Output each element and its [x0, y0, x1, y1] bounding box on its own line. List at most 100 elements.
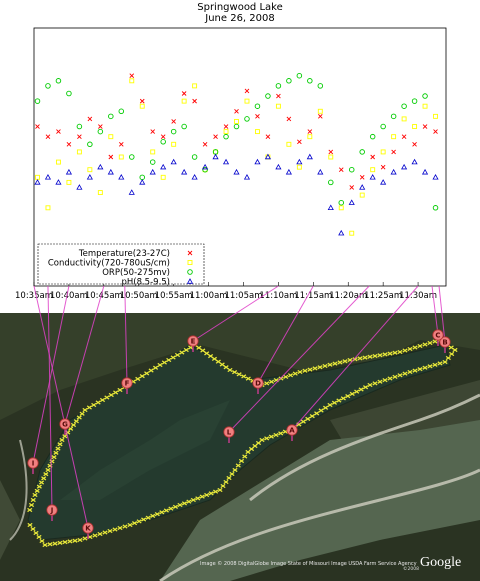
data-point [139, 179, 146, 185]
path-west [9, 439, 28, 541]
map-pin[interactable]: A [286, 424, 298, 441]
track-point [432, 339, 438, 344]
track-point [392, 374, 398, 380]
track-point [199, 494, 205, 499]
data-point [181, 123, 187, 130]
track-point [67, 539, 73, 544]
connector-lines [32, 285, 446, 529]
track-point [34, 488, 40, 493]
data-point [296, 72, 303, 79]
x-tick-label: 10:50am [120, 291, 158, 301]
track-point [215, 359, 221, 364]
data-point [160, 139, 166, 145]
track-point [248, 446, 255, 452]
data-point [370, 167, 376, 173]
data-point [327, 204, 334, 210]
track-point [372, 353, 378, 359]
google-logo: Google [420, 555, 461, 570]
track-point [392, 350, 398, 355]
track-point [190, 497, 196, 503]
data-point [297, 139, 302, 145]
track-point [337, 360, 343, 365]
data-point [192, 83, 198, 89]
data-point [391, 149, 396, 155]
legend-label: ORP(50-275mv) [102, 268, 170, 278]
track-point [417, 367, 423, 372]
x-tick-label: 10:45am [85, 291, 123, 301]
map-pin[interactable]: J [46, 504, 58, 521]
track-point [177, 502, 183, 508]
data-point [44, 173, 52, 180]
track-point [117, 387, 123, 393]
data-point [222, 158, 230, 165]
track-point [112, 527, 118, 532]
data-point [170, 128, 177, 135]
pin-head [82, 522, 94, 534]
track-point [232, 467, 238, 473]
data-point [65, 168, 72, 175]
data-point [411, 98, 418, 104]
data-point [149, 159, 156, 165]
data-point [129, 78, 135, 84]
map-pin[interactable]: D [252, 377, 264, 394]
track-point [43, 472, 49, 477]
data-point [244, 116, 250, 122]
connector-line [192, 285, 279, 342]
track-point [220, 483, 226, 489]
pin-head [46, 504, 58, 516]
track-point [367, 382, 373, 388]
data-point [286, 78, 292, 84]
x-tick-label: 11:05am [224, 291, 262, 301]
data-point [359, 184, 366, 190]
track-point [36, 534, 42, 540]
track-point [268, 379, 275, 384]
data-point [264, 153, 272, 160]
track-point [349, 391, 355, 397]
track-point [77, 537, 83, 543]
track-point [314, 411, 320, 416]
data-point [234, 108, 239, 114]
data-point [349, 230, 355, 236]
track-point [135, 376, 141, 382]
track-point [283, 374, 289, 380]
data-point [181, 168, 188, 175]
track-point [387, 351, 393, 356]
data-point [97, 190, 103, 196]
track-point [104, 395, 110, 400]
data-point [243, 173, 251, 180]
track-point [322, 405, 329, 410]
data-point [108, 113, 114, 120]
track-point [102, 530, 108, 535]
data-point [160, 134, 166, 139]
map-pin[interactable]: L [223, 426, 235, 443]
data-point [233, 123, 240, 130]
track-point [264, 436, 270, 441]
track-point [422, 342, 428, 347]
data-point [359, 192, 365, 198]
x-tick-label: 10:35am [15, 291, 53, 301]
track-point [195, 496, 201, 501]
track-point [377, 353, 383, 358]
legend-marker [187, 260, 193, 265]
track-point [76, 415, 82, 420]
track-point [231, 370, 238, 375]
data-point [171, 141, 177, 147]
map-pin[interactable]: C [432, 329, 444, 346]
track-point [86, 405, 92, 410]
map-pin[interactable]: B [439, 336, 451, 353]
track-point [259, 437, 265, 443]
data-point [202, 141, 208, 147]
map-pin[interactable]: K [82, 522, 94, 539]
map-pin[interactable]: E [187, 335, 199, 352]
track-point [159, 510, 165, 515]
x-tick-label: 11:00am [190, 291, 228, 301]
map-pin[interactable]: G [59, 418, 71, 435]
x-tick-label: 11:10am [259, 291, 297, 301]
map-pin[interactable]: F [121, 377, 133, 394]
data-point [380, 123, 386, 130]
track-point [28, 502, 35, 508]
data-point [129, 154, 135, 160]
map-pin[interactable]: I [27, 457, 39, 474]
data-points [34, 72, 439, 236]
